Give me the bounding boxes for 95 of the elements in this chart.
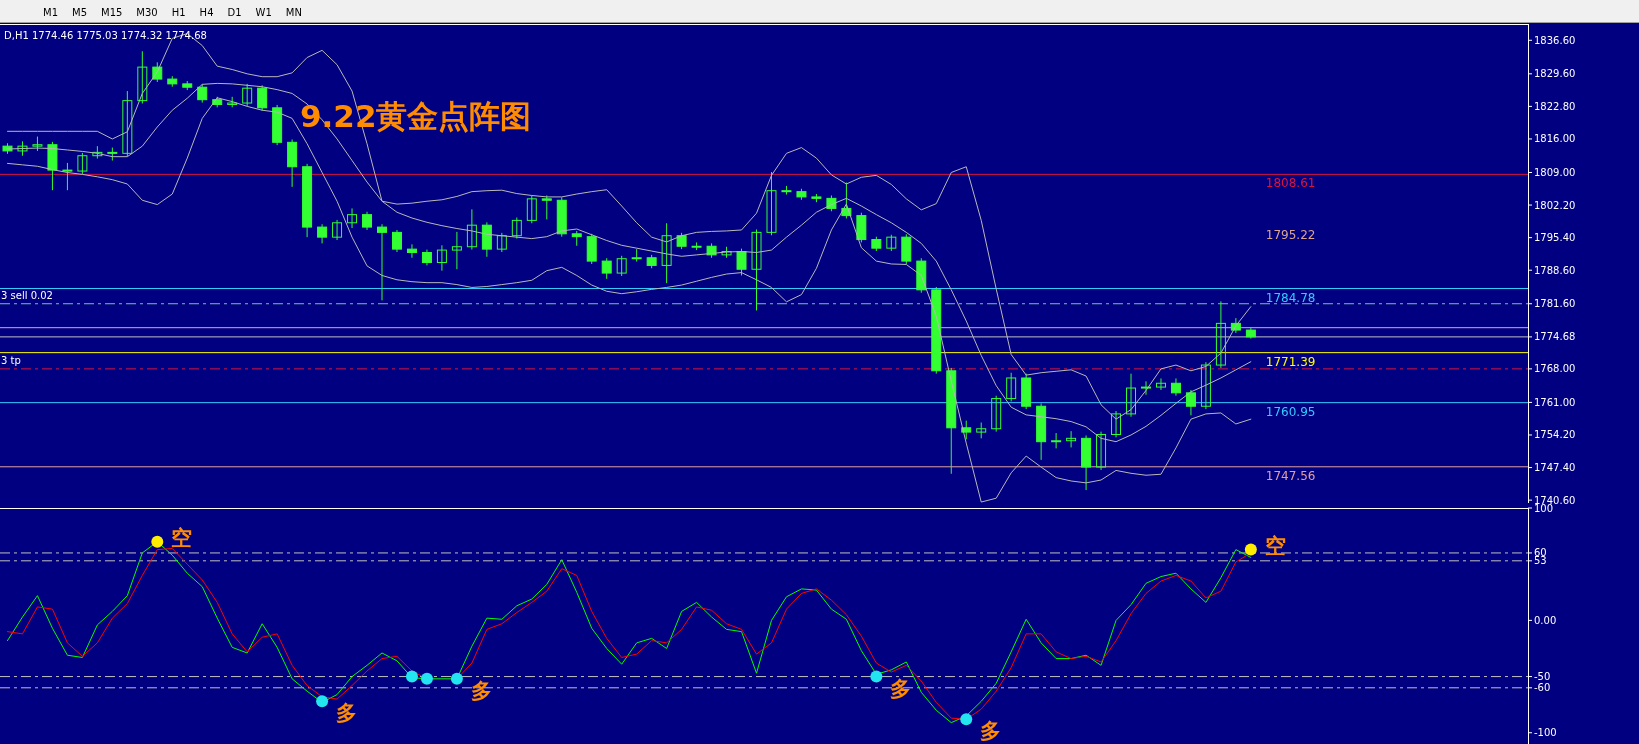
ref-line-label: 1808.61 bbox=[1265, 176, 1316, 191]
candlestick bbox=[391, 229, 402, 253]
point bbox=[151, 535, 164, 548]
ref-line-label: 3 sell 0.02 bbox=[1, 289, 53, 301]
candlestick bbox=[736, 248, 747, 276]
candlestick bbox=[1126, 373, 1137, 418]
candlestick bbox=[362, 211, 373, 231]
candlestick bbox=[1096, 431, 1107, 471]
candlestick bbox=[601, 257, 612, 280]
y-tick-label: 0.00 bbox=[1534, 614, 1557, 626]
candlestick bbox=[1066, 430, 1077, 448]
y-tick-label: 1822.80 bbox=[1534, 100, 1576, 112]
ref-line-label: 1784.78 bbox=[1265, 290, 1316, 305]
candlestick bbox=[1111, 410, 1122, 438]
y-tick-label: -50 bbox=[1534, 671, 1551, 683]
ref-line-label: 3 tp bbox=[1, 354, 21, 366]
y-tick-label: 1761.00 bbox=[1534, 396, 1576, 408]
y-tick-label: 1836.60 bbox=[1534, 34, 1576, 46]
y-tick-label: 1829.60 bbox=[1534, 68, 1576, 80]
candlestick bbox=[1185, 389, 1196, 416]
candlestick bbox=[406, 243, 417, 259]
data-label: 空 bbox=[1264, 533, 1286, 558]
candlestick bbox=[511, 217, 522, 240]
candlestick bbox=[1051, 432, 1062, 449]
point bbox=[316, 695, 329, 708]
candlestick bbox=[1215, 300, 1226, 369]
y-tick-label: 1774.68 bbox=[1534, 331, 1576, 343]
candlestick bbox=[451, 231, 462, 270]
candlestick bbox=[242, 83, 253, 107]
y-tick-label: 1809.00 bbox=[1534, 166, 1576, 178]
candlestick bbox=[77, 152, 88, 175]
y-tick-label: 1802.20 bbox=[1534, 199, 1576, 211]
candlestick bbox=[122, 90, 133, 157]
y-tick-label: -100 bbox=[1534, 727, 1557, 739]
data-label: 空 bbox=[171, 525, 193, 550]
text: M30 bbox=[136, 6, 158, 18]
point bbox=[420, 672, 433, 685]
candlestick bbox=[616, 255, 627, 277]
candlestick bbox=[1155, 377, 1166, 391]
candlestick bbox=[317, 223, 328, 244]
candlestick bbox=[481, 221, 492, 258]
candlestick bbox=[1006, 372, 1017, 402]
candlestick bbox=[631, 248, 642, 263]
ref-line-label: 1760.95 bbox=[1265, 404, 1316, 419]
data-label: 多 bbox=[980, 719, 1002, 744]
candlestick bbox=[991, 395, 1002, 433]
point bbox=[870, 670, 883, 683]
candlestick bbox=[661, 222, 672, 284]
candlestick bbox=[436, 244, 447, 272]
point bbox=[1244, 543, 1257, 556]
y-tick-label: 1795.40 bbox=[1534, 232, 1576, 244]
y-tick-label: 1781.60 bbox=[1534, 298, 1576, 310]
candlestick bbox=[526, 195, 537, 224]
annotation: 1795.22 bbox=[1265, 228, 1316, 242]
point bbox=[450, 672, 463, 685]
text: H1 bbox=[171, 6, 186, 18]
y-tick-label: 1754.20 bbox=[1534, 429, 1576, 441]
candlestick bbox=[1141, 380, 1151, 396]
point bbox=[960, 713, 973, 726]
data-label: 多 bbox=[336, 701, 358, 726]
candlestick bbox=[62, 162, 73, 191]
candlestick bbox=[751, 228, 762, 311]
y-tick-label: 1788.60 bbox=[1534, 264, 1576, 276]
data-label: 多 bbox=[890, 676, 912, 701]
text: M1 bbox=[43, 6, 58, 18]
point bbox=[405, 670, 418, 683]
candlestick bbox=[257, 84, 268, 112]
ref-line-label: 1747.56 bbox=[1265, 468, 1316, 483]
candlestick bbox=[347, 207, 358, 229]
candlestick bbox=[377, 223, 387, 301]
annotation: D,H1 1774.46 1775.03 1774.32 1774.68 bbox=[4, 29, 207, 41]
candlestick bbox=[541, 194, 552, 220]
y-tick-label: 1768.00 bbox=[1534, 363, 1576, 375]
y-tick-label: 1747.40 bbox=[1534, 462, 1576, 474]
text: M15 bbox=[101, 6, 123, 18]
candlestick bbox=[1170, 377, 1181, 397]
candlestick bbox=[496, 232, 507, 253]
candlestick bbox=[197, 83, 208, 104]
candlestick bbox=[332, 219, 343, 241]
text: M5 bbox=[72, 6, 87, 18]
y-tick-label: 1816.00 bbox=[1534, 133, 1576, 145]
text: H4 bbox=[199, 6, 214, 18]
text: D1 bbox=[227, 6, 242, 18]
text: MN bbox=[285, 6, 302, 18]
candlestick bbox=[856, 212, 867, 243]
candlestick bbox=[901, 233, 912, 265]
candlestick bbox=[766, 171, 777, 236]
data-label: 多 bbox=[470, 678, 492, 703]
candlestick bbox=[1200, 361, 1211, 410]
text: W1 bbox=[255, 6, 272, 18]
text: 9.22黄金点阵图 bbox=[300, 98, 532, 134]
ref-line-label: 1771.39 bbox=[1265, 354, 1316, 369]
candlestick bbox=[466, 208, 477, 251]
candlestick bbox=[137, 50, 148, 105]
y-tick-label: -60 bbox=[1534, 682, 1551, 694]
